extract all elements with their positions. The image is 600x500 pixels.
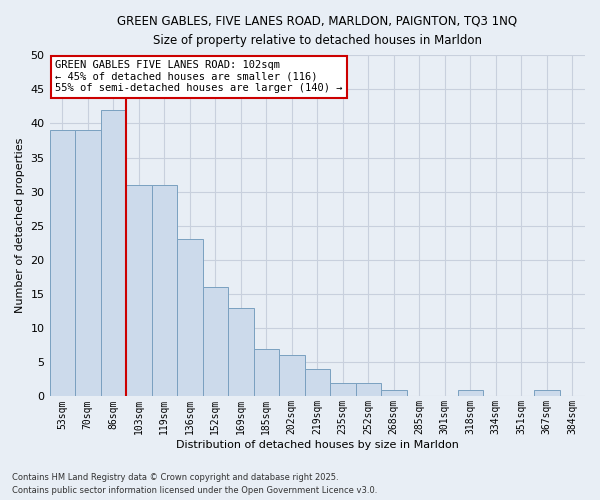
Bar <box>279 356 305 397</box>
Bar <box>381 390 407 396</box>
Bar <box>126 185 152 396</box>
Bar <box>254 348 279 397</box>
Bar <box>152 185 177 396</box>
Bar <box>177 240 203 396</box>
Title: GREEN GABLES, FIVE LANES ROAD, MARLDON, PAIGNTON, TQ3 1NQ
Size of property relat: GREEN GABLES, FIVE LANES ROAD, MARLDON, … <box>117 15 517 47</box>
Bar <box>356 383 381 396</box>
Text: Contains HM Land Registry data © Crown copyright and database right 2025.
Contai: Contains HM Land Registry data © Crown c… <box>12 474 377 495</box>
Bar <box>305 369 330 396</box>
Bar <box>50 130 75 396</box>
Bar <box>534 390 560 396</box>
Text: GREEN GABLES FIVE LANES ROAD: 102sqm
← 45% of detached houses are smaller (116)
: GREEN GABLES FIVE LANES ROAD: 102sqm ← 4… <box>55 60 343 94</box>
Bar <box>458 390 483 396</box>
Bar <box>75 130 101 396</box>
Bar <box>228 308 254 396</box>
X-axis label: Distribution of detached houses by size in Marldon: Distribution of detached houses by size … <box>176 440 459 450</box>
Y-axis label: Number of detached properties: Number of detached properties <box>15 138 25 314</box>
Bar <box>101 110 126 397</box>
Bar <box>203 287 228 397</box>
Bar <box>330 383 356 396</box>
